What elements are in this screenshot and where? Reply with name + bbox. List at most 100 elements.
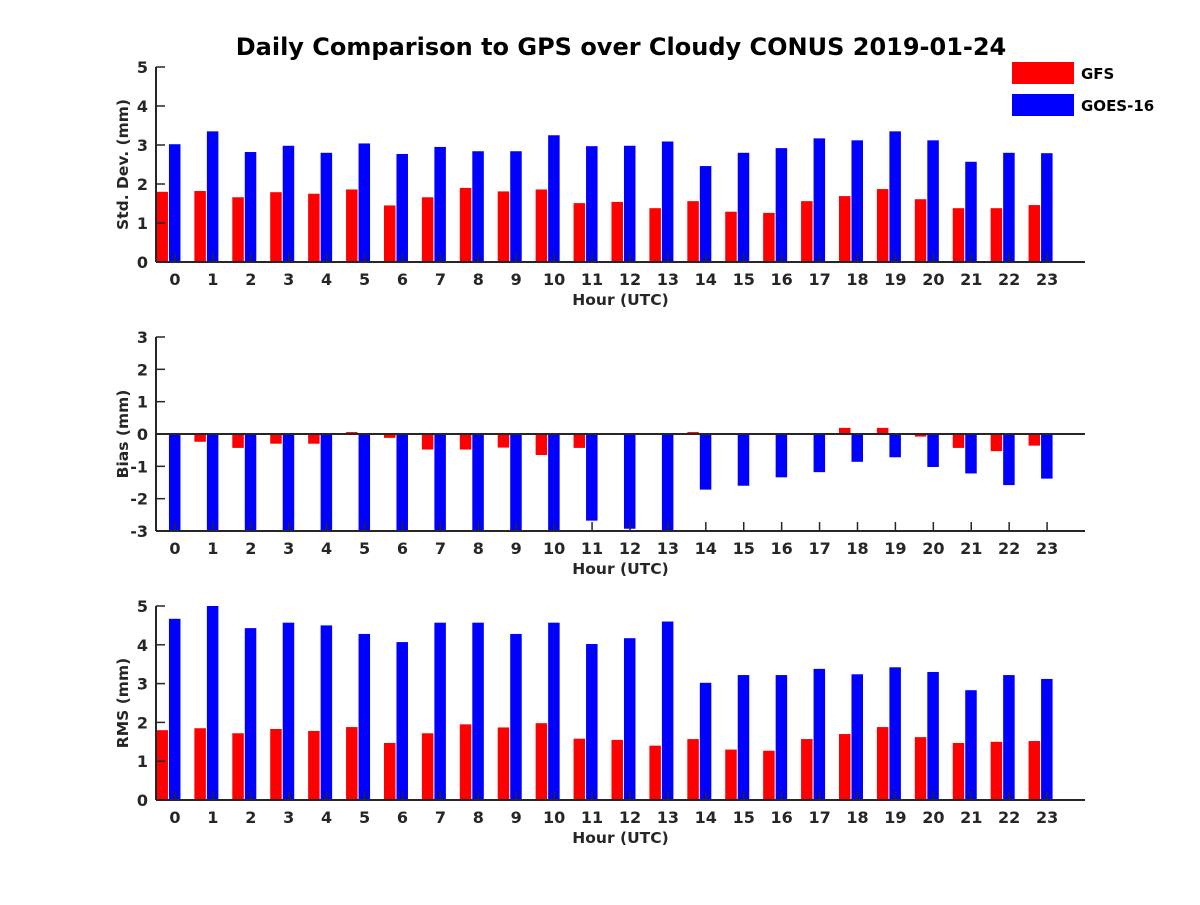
x-tick-label: 17 xyxy=(808,270,830,289)
y-tick-label: 1 xyxy=(137,393,148,412)
bar-goes-16-hour-23 xyxy=(1041,678,1053,800)
y-tick-label: 5 xyxy=(137,597,148,616)
bar-gfs-hour-14 xyxy=(687,201,699,262)
x-tick-label: 2 xyxy=(245,808,256,827)
y-tick-label: 1 xyxy=(137,752,148,771)
x-tick-label: 9 xyxy=(511,808,522,827)
bar-goes-16-hour-17 xyxy=(813,138,826,262)
bar-gfs-hour-19 xyxy=(876,727,889,800)
bar-gfs-hour-22 xyxy=(990,434,1003,452)
bar-gfs-hour-3 xyxy=(270,729,282,800)
bar-gfs-hour-2 xyxy=(232,197,244,262)
x-tick-label: 10 xyxy=(543,808,565,827)
legend: GFS GOES-16 xyxy=(1012,62,1154,116)
bar-gfs-hour-11 xyxy=(573,738,586,800)
x-tick-label: 5 xyxy=(359,270,370,289)
x-tick-label: 1 xyxy=(207,539,218,558)
x-tick-label: 4 xyxy=(321,539,332,558)
bar-goes-16-hour-7 xyxy=(434,622,446,800)
bar-goes-16-hour-22 xyxy=(1003,152,1015,262)
x-tick-label: 22 xyxy=(998,808,1020,827)
bar-goes-16-hour-2 xyxy=(244,152,257,262)
x-tick-label: 23 xyxy=(1036,539,1058,558)
bar-gfs-hour-18 xyxy=(838,734,851,800)
x-tick-label: 3 xyxy=(283,539,294,558)
x-tick-label: 6 xyxy=(397,808,408,827)
legend-swatch-gfs xyxy=(1012,62,1074,84)
x-tick-label: 13 xyxy=(657,539,679,558)
bar-goes-16-hour-8 xyxy=(472,434,484,531)
bar-gfs-hour-10 xyxy=(535,189,548,262)
bar-gfs-hour-12 xyxy=(611,201,623,262)
bar-gfs-hour-15 xyxy=(725,749,737,800)
x-axis-label: Hour (UTC) xyxy=(572,829,668,847)
bar-goes-16-hour-16 xyxy=(775,148,788,262)
bar-goes-16-hour-3 xyxy=(282,434,295,531)
bar-goes-16-hour-0 xyxy=(168,434,181,531)
bar-gfs-hour-8 xyxy=(459,187,472,262)
bar-goes-16-hour-4 xyxy=(320,152,333,262)
x-tick-label: 22 xyxy=(998,539,1020,558)
y-tick-label: 1 xyxy=(137,214,148,233)
bar-goes-16-hour-7 xyxy=(434,434,446,531)
y-tick-label: 3 xyxy=(137,328,148,347)
x-tick-label: 2 xyxy=(245,539,256,558)
bar-goes-16-hour-19 xyxy=(889,667,901,800)
x-tick-label: 21 xyxy=(960,808,982,827)
bar-gfs-hour-18 xyxy=(838,196,851,262)
bar-goes-16-hour-21 xyxy=(965,690,977,800)
bar-gfs-hour-19 xyxy=(876,427,889,434)
x-axis-label: Hour (UTC) xyxy=(572,291,668,309)
y-tick-label: 0 xyxy=(137,425,148,444)
bar-goes-16-hour-1 xyxy=(206,131,219,262)
bar-goes-16-hour-18 xyxy=(851,674,863,800)
bar-gfs-hour-23 xyxy=(1028,741,1041,800)
bar-goes-16-hour-13 xyxy=(661,621,674,800)
bar-goes-16-hour-0 xyxy=(168,618,181,800)
x-tick-label: 22 xyxy=(998,270,1020,289)
x-tick-label: 10 xyxy=(543,270,565,289)
bar-gfs-hour-0 xyxy=(156,730,168,800)
bar-gfs-hour-1 xyxy=(194,728,206,800)
bar-goes-16-hour-16 xyxy=(775,675,788,800)
bar-goes-16-hour-21 xyxy=(965,434,977,474)
bar-gfs-hour-23 xyxy=(1028,205,1041,262)
x-tick-label: 17 xyxy=(808,808,830,827)
bar-gfs-hour-11 xyxy=(573,203,586,262)
legend-label: GOES-16 xyxy=(1081,97,1154,115)
bar-goes-16-hour-10 xyxy=(548,135,560,262)
bar-goes-16-hour-23 xyxy=(1041,153,1053,262)
bar-gfs-hour-5 xyxy=(346,727,358,800)
bar-gfs-hour-3 xyxy=(270,434,282,444)
x-tick-label: 1 xyxy=(207,808,218,827)
bar-goes-16-hour-22 xyxy=(1003,434,1015,486)
x-tick-label: 15 xyxy=(733,539,755,558)
bar-gfs-hour-23 xyxy=(1028,434,1041,446)
x-tick-label: 8 xyxy=(473,808,484,827)
bar-goes-16-hour-18 xyxy=(851,434,863,462)
bar-gfs-hour-6 xyxy=(383,205,396,262)
bar-gfs-hour-19 xyxy=(876,189,889,262)
bar-gfs-hour-21 xyxy=(952,208,965,262)
bar-goes-16-hour-8 xyxy=(472,151,484,262)
x-tick-label: 14 xyxy=(695,270,717,289)
bar-goes-16-hour-9 xyxy=(510,434,522,531)
bar-gfs-hour-3 xyxy=(270,192,282,262)
bar-gfs-hour-20 xyxy=(914,737,927,800)
y-tick-label: 2 xyxy=(137,360,148,379)
bar-gfs-hour-10 xyxy=(535,434,548,456)
y-axis-label: RMS (mm) xyxy=(114,658,132,748)
bar-gfs-hour-2 xyxy=(232,733,244,800)
bar-goes-16-hour-9 xyxy=(510,151,522,262)
y-tick-label: 0 xyxy=(137,791,148,810)
x-tick-label: 6 xyxy=(397,539,408,558)
x-tick-label: 2 xyxy=(245,270,256,289)
x-tick-label: 20 xyxy=(922,539,944,558)
y-tick-label: 2 xyxy=(137,175,148,194)
bar-goes-16-hour-22 xyxy=(1003,675,1015,800)
bar-goes-16-hour-9 xyxy=(510,633,522,800)
x-tick-label: 12 xyxy=(619,539,641,558)
